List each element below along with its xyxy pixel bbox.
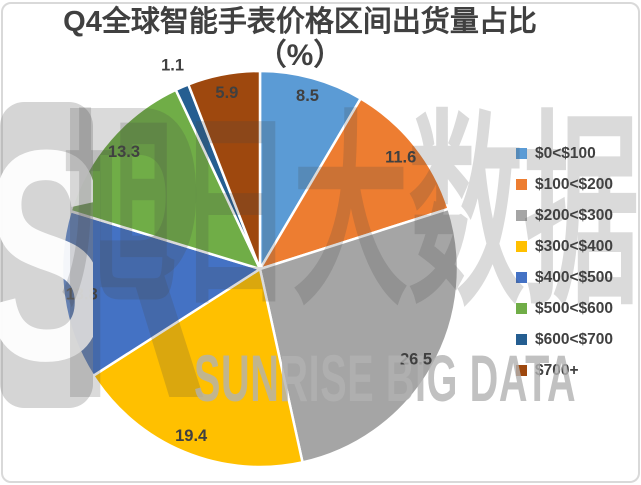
- chart-title-unit: （%）: [256, 39, 344, 72]
- pie-data-label: 26.5: [400, 351, 432, 369]
- pie-data-label: 8.5: [296, 87, 319, 105]
- legend-item[interactable]: $100<$200: [516, 169, 613, 200]
- legend-swatch: [516, 334, 527, 345]
- legend-label: $500<$600: [535, 299, 614, 317]
- legend-label: $300<$400: [535, 237, 614, 255]
- legend-item[interactable]: $0<$100: [516, 138, 613, 169]
- legend: $0<$100 $100<$200 $200<$300 $300<$400 $400<$…: [516, 138, 613, 386]
- pie-slice[interactable]: [187, 69, 262, 271]
- legend-swatch: [516, 241, 527, 252]
- legend-item[interactable]: $200<$300: [516, 200, 613, 231]
- pie-slice[interactable]: [258, 97, 450, 271]
- pie-data-label: 19.4: [175, 427, 208, 445]
- pie-slice[interactable]: [69, 88, 262, 271]
- pie-slice[interactable]: [258, 207, 460, 464]
- legend-swatch: [516, 303, 527, 314]
- legend-item[interactable]: $600<$700: [516, 324, 613, 355]
- pie-slice[interactable]: [258, 69, 362, 271]
- legend-label: $0<$100: [535, 144, 596, 162]
- legend-label: $100<$200: [535, 175, 614, 193]
- pie-data-label: 1.1: [161, 57, 184, 75]
- pie-data-label: 13.8: [66, 285, 98, 303]
- legend-swatch: [516, 365, 527, 376]
- legend-item[interactable]: $300<$400: [516, 231, 613, 262]
- chart-title-line1: Q4全球智能手表价格区间出货量占比: [63, 6, 537, 38]
- pie-slice[interactable]: [92, 267, 304, 469]
- legend-label: $200<$300: [535, 206, 614, 224]
- pie-slice[interactable]: [60, 209, 262, 378]
- legend-label: $600<$700: [535, 330, 614, 348]
- chart-title: Q4全球智能手表价格区间出货量占比 （%）: [8, 5, 592, 73]
- pie-data-label: 13.3: [108, 143, 140, 161]
- pie-data-label: 5.9: [215, 84, 238, 102]
- legend-item[interactable]: $500<$600: [516, 293, 613, 324]
- legend-label: $400<$500: [535, 268, 614, 286]
- legend-item[interactable]: $400<$500: [516, 262, 613, 293]
- legend-swatch: [516, 210, 527, 221]
- legend-swatch: [516, 148, 527, 159]
- legend-swatch: [516, 272, 527, 283]
- legend-swatch: [516, 179, 527, 190]
- legend-label: $700+: [535, 361, 579, 379]
- legend-item[interactable]: $700+: [516, 355, 613, 386]
- pie-data-label: 11.6: [385, 149, 416, 167]
